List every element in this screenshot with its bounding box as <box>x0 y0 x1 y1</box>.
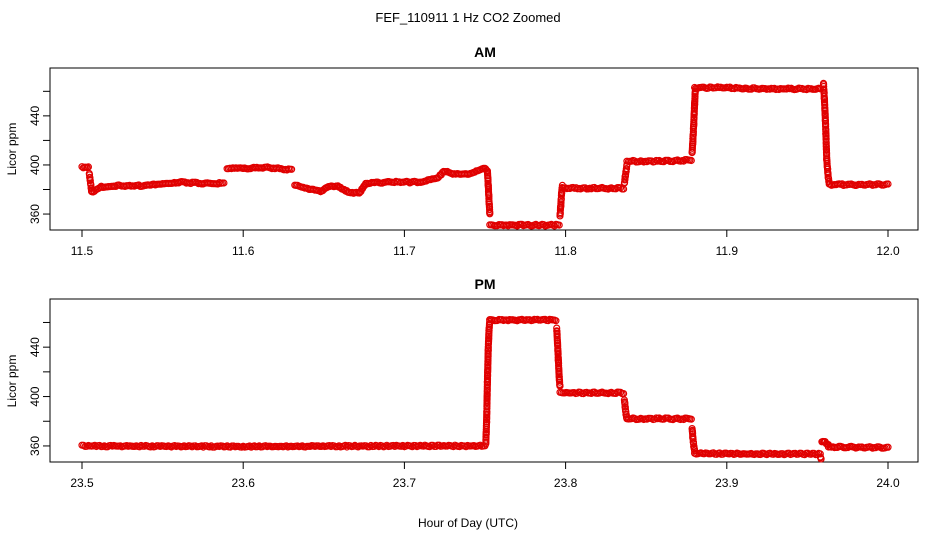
data-point <box>687 415 695 423</box>
data-points-pm <box>78 315 892 463</box>
y-tick-label: 400 <box>28 386 42 406</box>
plot-frame-pm <box>49 298 919 463</box>
x-tick-label: 11.6 <box>232 244 255 258</box>
panel-title-am: AM <box>474 44 496 60</box>
data-point <box>84 163 93 171</box>
y-tick-label: 360 <box>28 436 42 456</box>
x-tick-label: 23.8 <box>554 476 578 490</box>
data-point <box>687 156 695 165</box>
data-point <box>288 165 296 173</box>
data-point <box>341 441 349 449</box>
x-tick-label: 11.8 <box>554 244 577 258</box>
x-tick-label: 12.0 <box>876 244 900 258</box>
data-point <box>283 166 291 174</box>
y-tick-label: 400 <box>28 155 42 175</box>
data-point <box>821 122 830 131</box>
x-axis-pm: 23.5 23.6 23.7 23.8 23.9 24.0 <box>70 462 900 490</box>
data-point <box>621 400 629 408</box>
data-point <box>555 378 564 386</box>
data-point <box>690 118 698 126</box>
data-point <box>622 165 631 173</box>
y-axis-label-am: Licor ppm <box>5 123 19 176</box>
data-point <box>689 435 697 443</box>
x-tick-label: 23.9 <box>715 476 739 490</box>
data-point <box>486 210 494 218</box>
x-tick-label: 24.0 <box>876 476 900 490</box>
data-point <box>484 363 492 371</box>
panel-pm: PM Licor ppm 23.5 23.6 23.7 23.8 23.9 24.0 36… <box>5 276 919 490</box>
y-axis-am: 360 400 440 <box>28 90 50 224</box>
y-tick-label: 440 <box>28 106 42 126</box>
data-point <box>103 443 112 451</box>
data-point <box>816 450 824 458</box>
y-tick-label: 360 <box>28 204 42 224</box>
data-point <box>689 440 698 448</box>
panel-am: AM Licor ppm 11.5 11.6 11.7 11.8 11.9 12.0 36… <box>5 44 919 258</box>
data-point <box>220 179 228 187</box>
x-tick-label: 23.6 <box>232 476 256 490</box>
x-tick-label: 11.9 <box>716 244 739 258</box>
data-point <box>884 180 892 188</box>
x-tick-label: 23.7 <box>393 476 417 490</box>
data-point <box>817 455 825 463</box>
x-tick-label: 11.5 <box>71 244 94 258</box>
data-point <box>483 390 491 398</box>
data-point <box>555 221 563 229</box>
data-point <box>552 317 560 325</box>
data-point <box>86 177 94 185</box>
y-axis-label-pm: Licor ppm <box>5 355 19 408</box>
data-point <box>91 441 99 449</box>
panel-title-pm: PM <box>475 276 496 292</box>
data-point <box>365 443 373 451</box>
data-point <box>690 107 698 115</box>
data-points-am <box>78 79 892 230</box>
plot-frame-am <box>49 67 919 231</box>
y-tick-label: 440 <box>28 337 42 357</box>
y-axis-pm: 360 400 440 <box>28 321 50 456</box>
x-tick-label: 23.5 <box>70 476 94 490</box>
figure-title: FEF_110911 1 Hz CO2 Zoomed <box>375 10 560 25</box>
x-tick-label: 11.7 <box>393 244 416 258</box>
data-point <box>884 443 892 451</box>
x-axis-label: Hour of Day (UTC) <box>418 516 518 530</box>
x-axis-am: 11.5 11.6 11.7 11.8 11.9 12.0 <box>71 230 900 258</box>
